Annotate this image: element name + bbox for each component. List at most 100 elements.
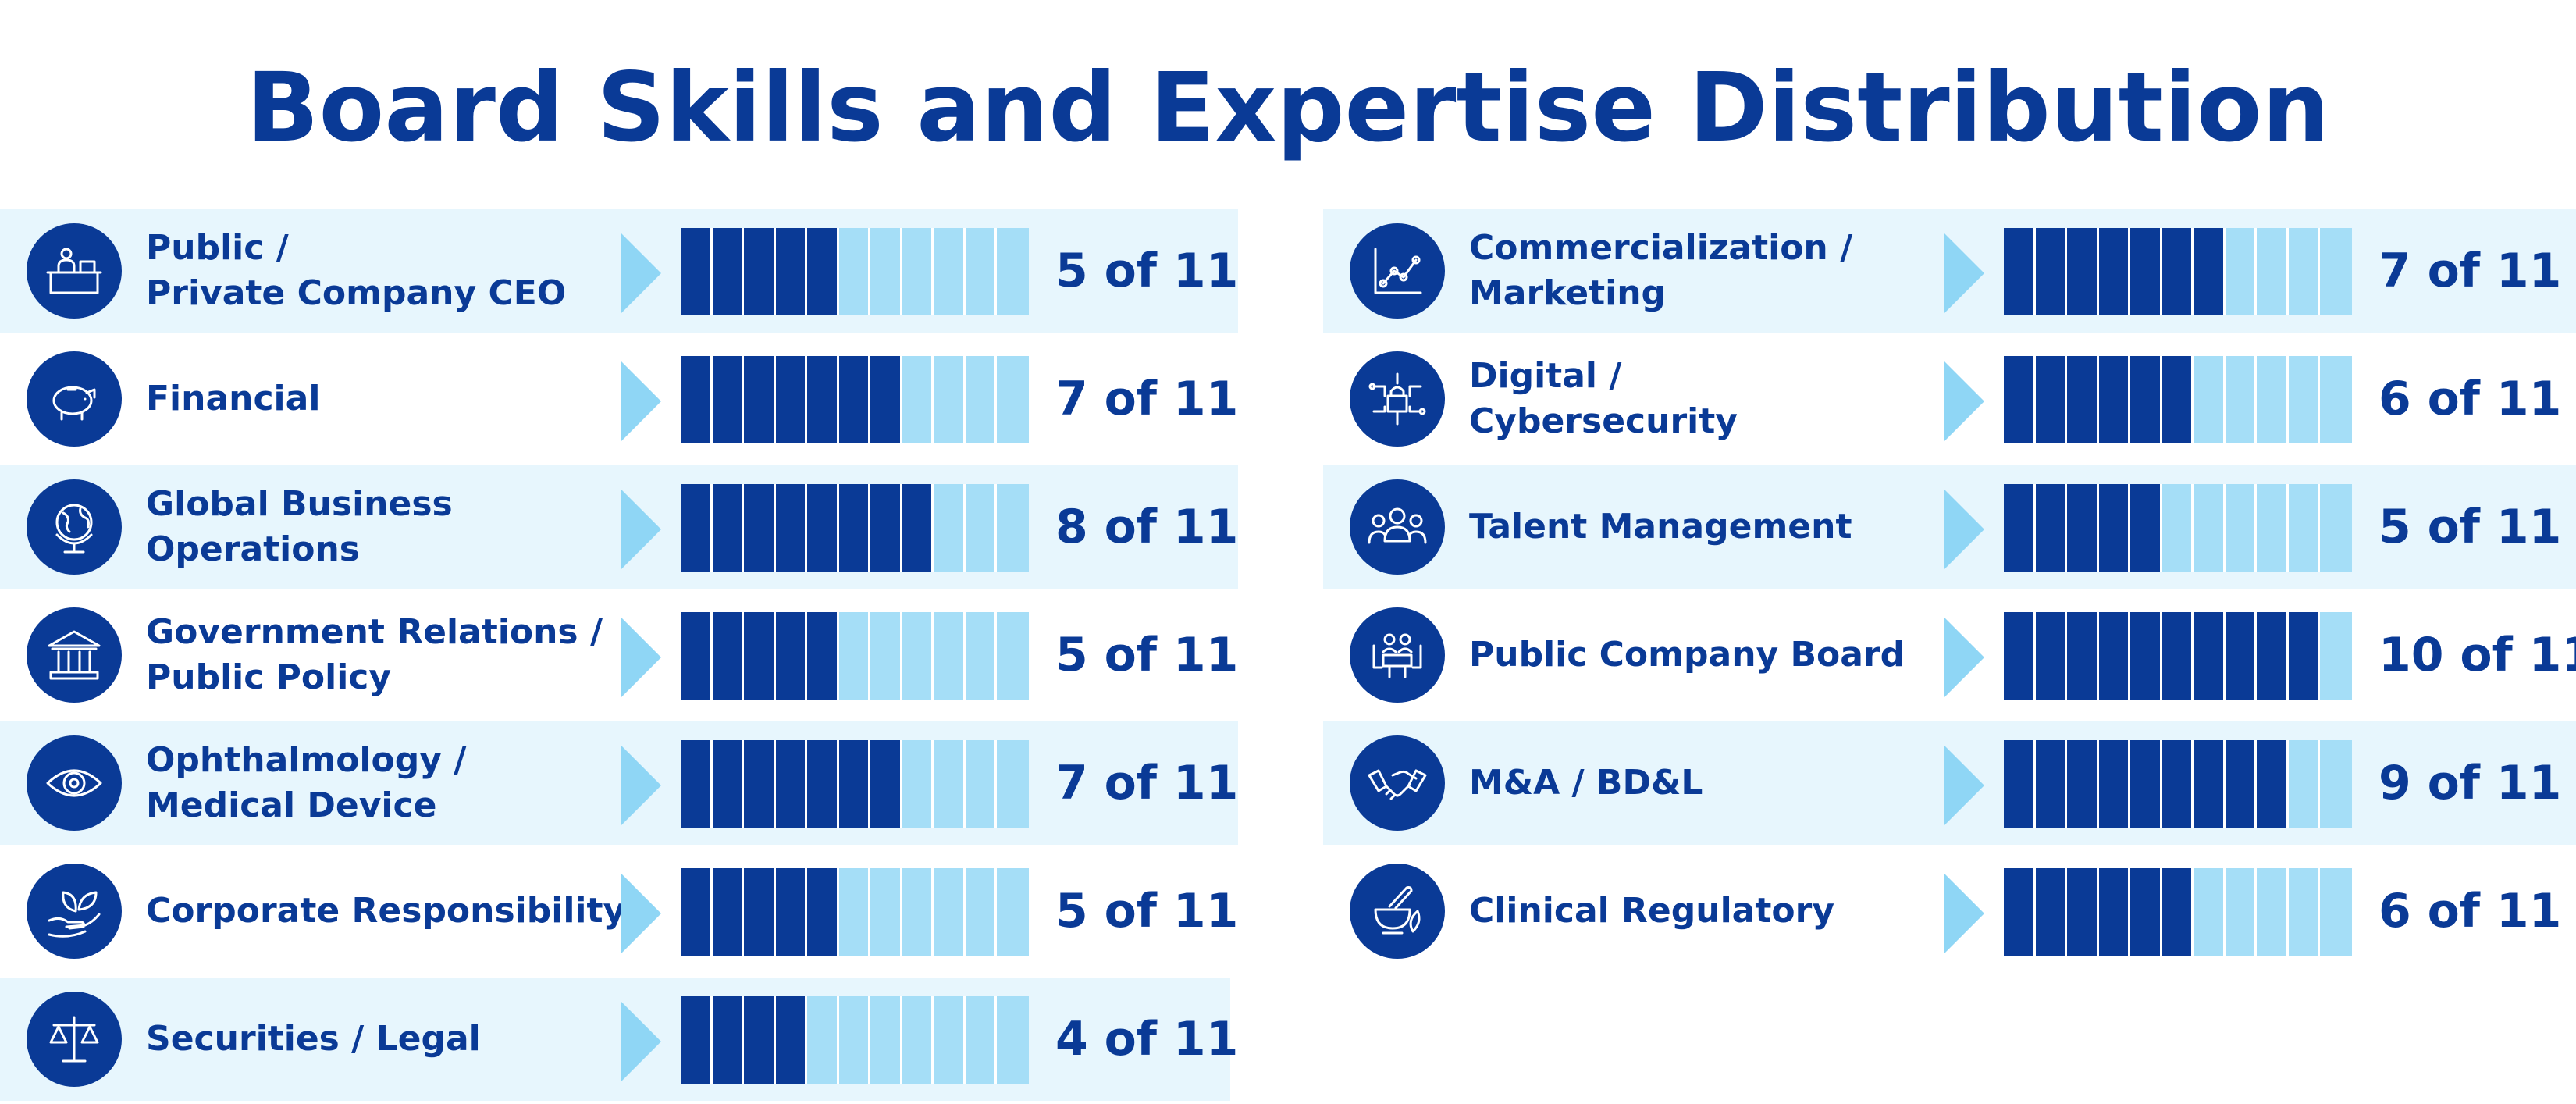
bar-segment-filled [2130, 484, 2162, 572]
bar-segment-empty [2194, 484, 2226, 572]
bar-segment-filled [2098, 740, 2131, 828]
skill-bar [681, 356, 1029, 443]
skill-label-line: M&A / BD&L [1469, 763, 1703, 803]
skill-count: 5 of 11 [1055, 628, 1239, 682]
bar-segment-filled [838, 356, 871, 443]
skill-bar [681, 612, 1029, 700]
bar-segment-filled [2004, 484, 2036, 572]
bar-segment-filled [2035, 740, 2068, 828]
bar-segment-empty [965, 612, 998, 700]
skill-row: Ophthalmology / Medical Device 7 of 11 [0, 721, 1238, 845]
skill-count: 5 of 11 [1055, 244, 1239, 298]
bar-segment-empty [997, 868, 1029, 956]
bar-segment-filled [2130, 868, 2162, 956]
bar-segment-filled [775, 996, 808, 1084]
bar-segment-filled [712, 228, 745, 315]
bar-segment-empty [934, 484, 966, 572]
bar-segment-filled [807, 228, 839, 315]
bar-segment-filled [2194, 740, 2226, 828]
skill-label-line: Clinical Regulatory [1469, 891, 1834, 931]
bar-segment-filled [2130, 740, 2162, 828]
bar-segment-empty [2320, 740, 2352, 828]
bar-segment-filled [681, 996, 713, 1084]
bar-segment-empty [902, 612, 934, 700]
bar-segment-filled [2004, 356, 2036, 443]
government-building-icon [27, 607, 122, 703]
skill-count: 10 of 11 [2379, 628, 2576, 682]
bar-segment-empty [934, 612, 966, 700]
skill-label-line: Securities / Legal [146, 1019, 481, 1059]
skill-bar [681, 228, 1029, 315]
pointer-arrow [1944, 233, 1984, 314]
bar-segment-empty [965, 996, 998, 1084]
skill-count: 8 of 11 [1055, 500, 1239, 554]
bar-segment-filled [775, 868, 808, 956]
skill-count: 7 of 11 [1055, 372, 1239, 426]
bar-segment-filled [681, 740, 713, 828]
skill-bar [2004, 484, 2352, 572]
desk-icon [27, 223, 122, 319]
skill-bar [2004, 612, 2352, 700]
bar-segment-filled [712, 612, 745, 700]
skill-bar [2004, 868, 2352, 956]
skill-count: 4 of 11 [1055, 1012, 1239, 1067]
skill-label-line: Public / [146, 228, 289, 268]
skill-label: Global Business Operations [146, 465, 453, 589]
pointer-arrow [621, 233, 661, 314]
skill-label: Ophthalmology / Medical Device [146, 721, 466, 845]
bar-segment-empty [870, 612, 902, 700]
chart-title: Board Skills and Expertise Distribution [246, 52, 2330, 163]
skill-row: Global Business Operations 8 of 11 [0, 465, 1238, 589]
bar-segment-empty [838, 612, 871, 700]
skill-count: 6 of 11 [2379, 884, 2562, 938]
bar-segment-filled [2161, 612, 2194, 700]
skill-label-line: Private Company CEO [146, 273, 567, 313]
bar-segment-filled [744, 228, 776, 315]
bar-segment-filled [775, 740, 808, 828]
bar-segment-empty [965, 740, 998, 828]
bar-segment-filled [2098, 484, 2131, 572]
pointer-arrow [1944, 745, 1984, 826]
skill-label: M&A / BD&L [1469, 721, 1703, 845]
bar-segment-empty [997, 228, 1029, 315]
bar-segment-empty [2288, 484, 2321, 572]
bar-segment-filled [712, 740, 745, 828]
bar-segment-filled [2067, 484, 2099, 572]
skill-label-line: Talent Management [1469, 507, 1852, 547]
pointer-arrow [1944, 873, 1984, 954]
bar-segment-filled [744, 484, 776, 572]
bar-segment-empty [934, 996, 966, 1084]
bar-segment-empty [2288, 356, 2321, 443]
bar-segment-empty [2320, 356, 2352, 443]
skill-label-line: Government Relations / [146, 612, 603, 652]
bar-segment-empty [902, 868, 934, 956]
skill-label-line: Cybersecurity [1469, 401, 1738, 441]
skill-bar [681, 740, 1029, 828]
boardroom-table-icon [1350, 607, 1445, 703]
skill-label-line: Marketing [1469, 273, 1667, 313]
skill-row: Public Company Board 10 of 11 [1323, 593, 2576, 717]
skill-row: M&A / BD&L 9 of 11 [1323, 721, 2576, 845]
skill-row: Public / Private Company CEO 5 of 11 [0, 209, 1238, 333]
bar-segment-empty [807, 996, 839, 1084]
skill-label-line: Operations [146, 529, 360, 569]
bar-segment-filled [712, 356, 745, 443]
bar-segment-filled [681, 612, 713, 700]
bar-segment-filled [2130, 612, 2162, 700]
bar-segment-empty [2161, 484, 2194, 572]
bar-segment-filled [902, 484, 934, 572]
bar-segment-empty [997, 996, 1029, 1084]
bar-segment-filled [870, 356, 902, 443]
skill-bar [681, 484, 1029, 572]
bar-segment-filled [2035, 484, 2068, 572]
bar-segment-filled [2130, 228, 2162, 315]
skill-bar [681, 996, 1029, 1084]
pointer-arrow [621, 617, 661, 698]
globe-icon [27, 479, 122, 575]
pointer-arrow [621, 489, 661, 570]
bar-segment-empty [2225, 868, 2258, 956]
bar-segment-empty [2257, 356, 2289, 443]
bar-segment-filled [807, 868, 839, 956]
bar-segment-empty [934, 868, 966, 956]
bar-segment-filled [2035, 868, 2068, 956]
